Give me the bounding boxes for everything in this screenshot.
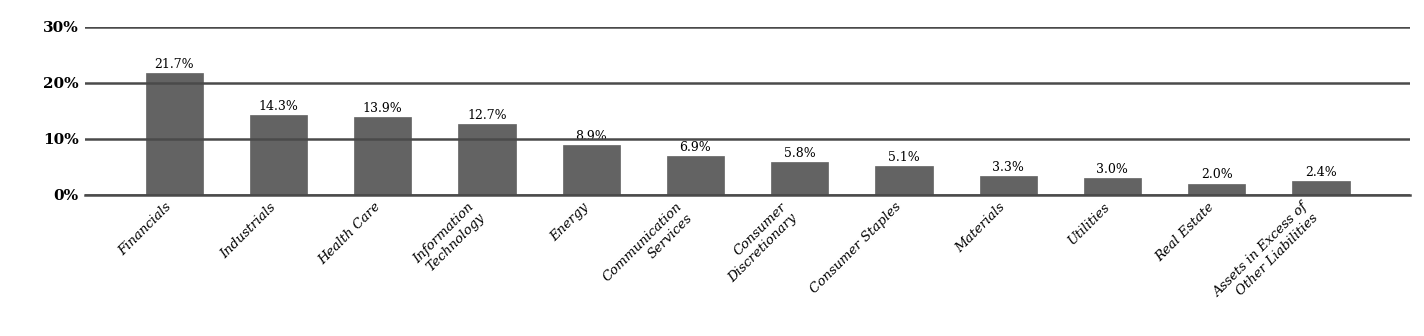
Bar [1188, 184, 1246, 195]
Bar [876, 166, 933, 195]
Text: 3.0%: 3.0% [1096, 163, 1128, 176]
Bar [459, 124, 515, 195]
Text: 5.1%: 5.1% [889, 151, 920, 164]
Text: 5.8%: 5.8% [783, 147, 816, 160]
Text: 3.3%: 3.3% [993, 161, 1024, 174]
Bar [770, 162, 829, 195]
Text: 2.4%: 2.4% [1304, 166, 1337, 179]
Bar [355, 117, 412, 195]
Bar [1084, 178, 1141, 195]
Text: 6.9%: 6.9% [679, 141, 712, 154]
Text: 21.7%: 21.7% [154, 58, 194, 71]
Bar [249, 115, 308, 195]
Bar [562, 145, 619, 195]
Text: 14.3%: 14.3% [259, 99, 299, 113]
Bar [666, 156, 725, 195]
Text: 13.9%: 13.9% [363, 102, 403, 115]
Text: 12.7%: 12.7% [467, 109, 507, 122]
Bar [1292, 181, 1350, 195]
Bar [980, 176, 1037, 195]
Bar [145, 73, 204, 195]
Text: 2.0%: 2.0% [1200, 168, 1233, 181]
Text: 8.9%: 8.9% [575, 130, 607, 143]
